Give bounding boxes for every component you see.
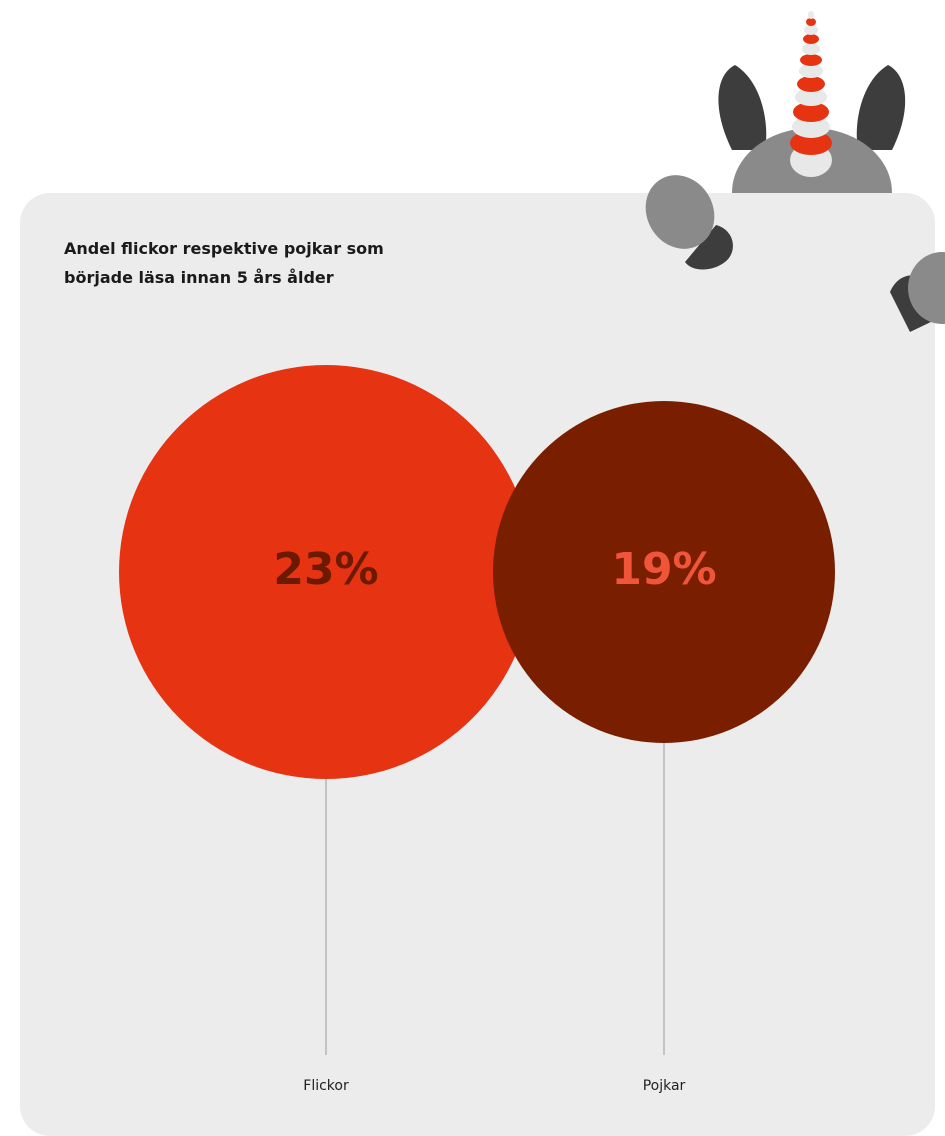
ear: [856, 65, 906, 150]
value-label: 19%: [611, 544, 716, 595]
value-label: 23%: [273, 544, 378, 595]
horn: [790, 11, 832, 177]
hoof: [890, 252, 945, 332]
chart-title: Andel flickor respektive pojkar som börj…: [64, 239, 384, 287]
balloon: [119, 365, 533, 779]
ear: [718, 65, 767, 150]
balloon: [493, 401, 835, 743]
hoof: [645, 175, 733, 270]
category-label: Flickor: [303, 1078, 349, 1094]
unicorn: [645, 11, 945, 332]
category-label: Pojkar: [643, 1078, 686, 1094]
